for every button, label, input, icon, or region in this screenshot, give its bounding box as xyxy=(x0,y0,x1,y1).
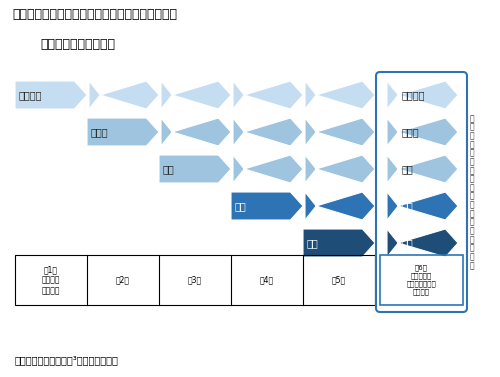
Text: 理解増進: 理解増進 xyxy=(401,90,424,100)
Text: 参画: 参画 xyxy=(235,201,247,211)
Polygon shape xyxy=(387,81,458,109)
Polygon shape xyxy=(15,81,87,109)
Text: 双方向: 双方向 xyxy=(401,127,419,137)
Text: 第5期: 第5期 xyxy=(332,276,346,285)
Polygon shape xyxy=(387,155,458,183)
Polygon shape xyxy=(87,118,159,146)
Text: 共創: 共創 xyxy=(401,238,413,248)
Bar xyxy=(15,255,375,305)
Text: 第3期: 第3期 xyxy=(188,276,202,285)
Text: 図１　科学技術基本計画におけるサイエンスコミ: 図１ 科学技術基本計画におけるサイエンスコミ xyxy=(12,8,177,21)
Text: 対話: 対話 xyxy=(163,164,175,174)
Text: 共創: 共創 xyxy=(307,238,319,248)
Text: 双方向: 双方向 xyxy=(91,127,108,137)
Polygon shape xyxy=(231,192,303,220)
Polygon shape xyxy=(161,81,231,109)
Text: 第1期
科学技術
基本計画: 第1期 科学技術 基本計画 xyxy=(42,265,60,295)
Text: 出所：文部科学省資料³）をもとに作成: 出所：文部科学省資料³）をもとに作成 xyxy=(15,355,119,365)
Polygon shape xyxy=(159,155,231,183)
Polygon shape xyxy=(89,81,159,109)
Text: 第6期
科学技術・
イノベーション
基本計画: 第6期 科学技術・ イノベーション 基本計画 xyxy=(406,265,436,296)
Polygon shape xyxy=(161,118,231,146)
Polygon shape xyxy=(387,192,458,220)
Text: 参画: 参画 xyxy=(401,201,413,211)
Text: 対話: 対話 xyxy=(401,164,413,174)
Polygon shape xyxy=(305,155,375,183)
Text: ュニケーションの変遷: ュニケーションの変遷 xyxy=(40,38,115,51)
Text: 第4期: 第4期 xyxy=(260,276,274,285)
Polygon shape xyxy=(233,118,303,146)
Polygon shape xyxy=(387,118,458,146)
Text: 第2期: 第2期 xyxy=(116,276,130,285)
Text: 理解増進: 理解増進 xyxy=(19,90,42,100)
Bar xyxy=(380,255,463,305)
Polygon shape xyxy=(387,229,458,257)
Polygon shape xyxy=(233,155,303,183)
Polygon shape xyxy=(233,81,303,109)
Polygon shape xyxy=(303,229,375,257)
Polygon shape xyxy=(305,118,375,146)
Polygon shape xyxy=(305,192,375,220)
Polygon shape xyxy=(305,81,375,109)
Text: 多
層
的
な
サ
イ
エ
ン
ス
コ
ミ
ュ
ニ
ケ
ー
シ
ョ
ン: 多 層 的 な サ イ エ ン ス コ ミ ュ ニ ケ ー シ ョ ン xyxy=(470,114,474,270)
